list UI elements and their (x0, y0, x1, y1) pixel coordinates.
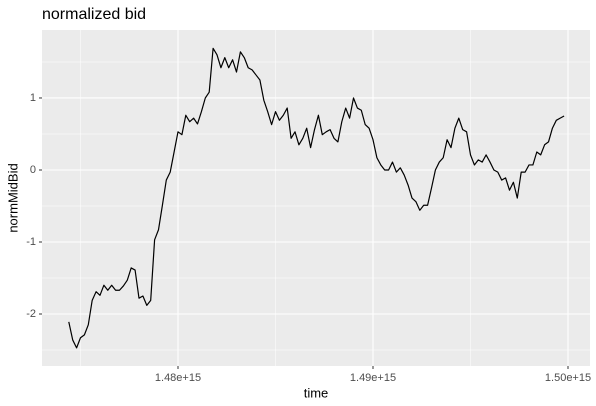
panel (42, 30, 590, 366)
chart-title: normalized bid (42, 6, 146, 23)
y-tick-label: 1 (30, 92, 36, 104)
y-axis-label: normMidBid (5, 163, 20, 232)
y-tick-label: -1 (26, 236, 36, 248)
grid (42, 30, 590, 366)
x-axis-label: time (304, 385, 329, 400)
x-tick-label: 1.49e+15 (350, 372, 396, 384)
y-tick-label: -2 (26, 308, 36, 320)
ticks: -2 -1 0 1 1.48e+15 1.49e+15 1.50e+15 (26, 92, 591, 384)
lines (68, 47, 565, 349)
x-tick-label: 1.50e+15 (545, 372, 591, 384)
y-tick-label: 0 (30, 164, 36, 176)
data-line (68, 47, 565, 349)
x-tick-label: 1.48e+15 (155, 372, 201, 384)
